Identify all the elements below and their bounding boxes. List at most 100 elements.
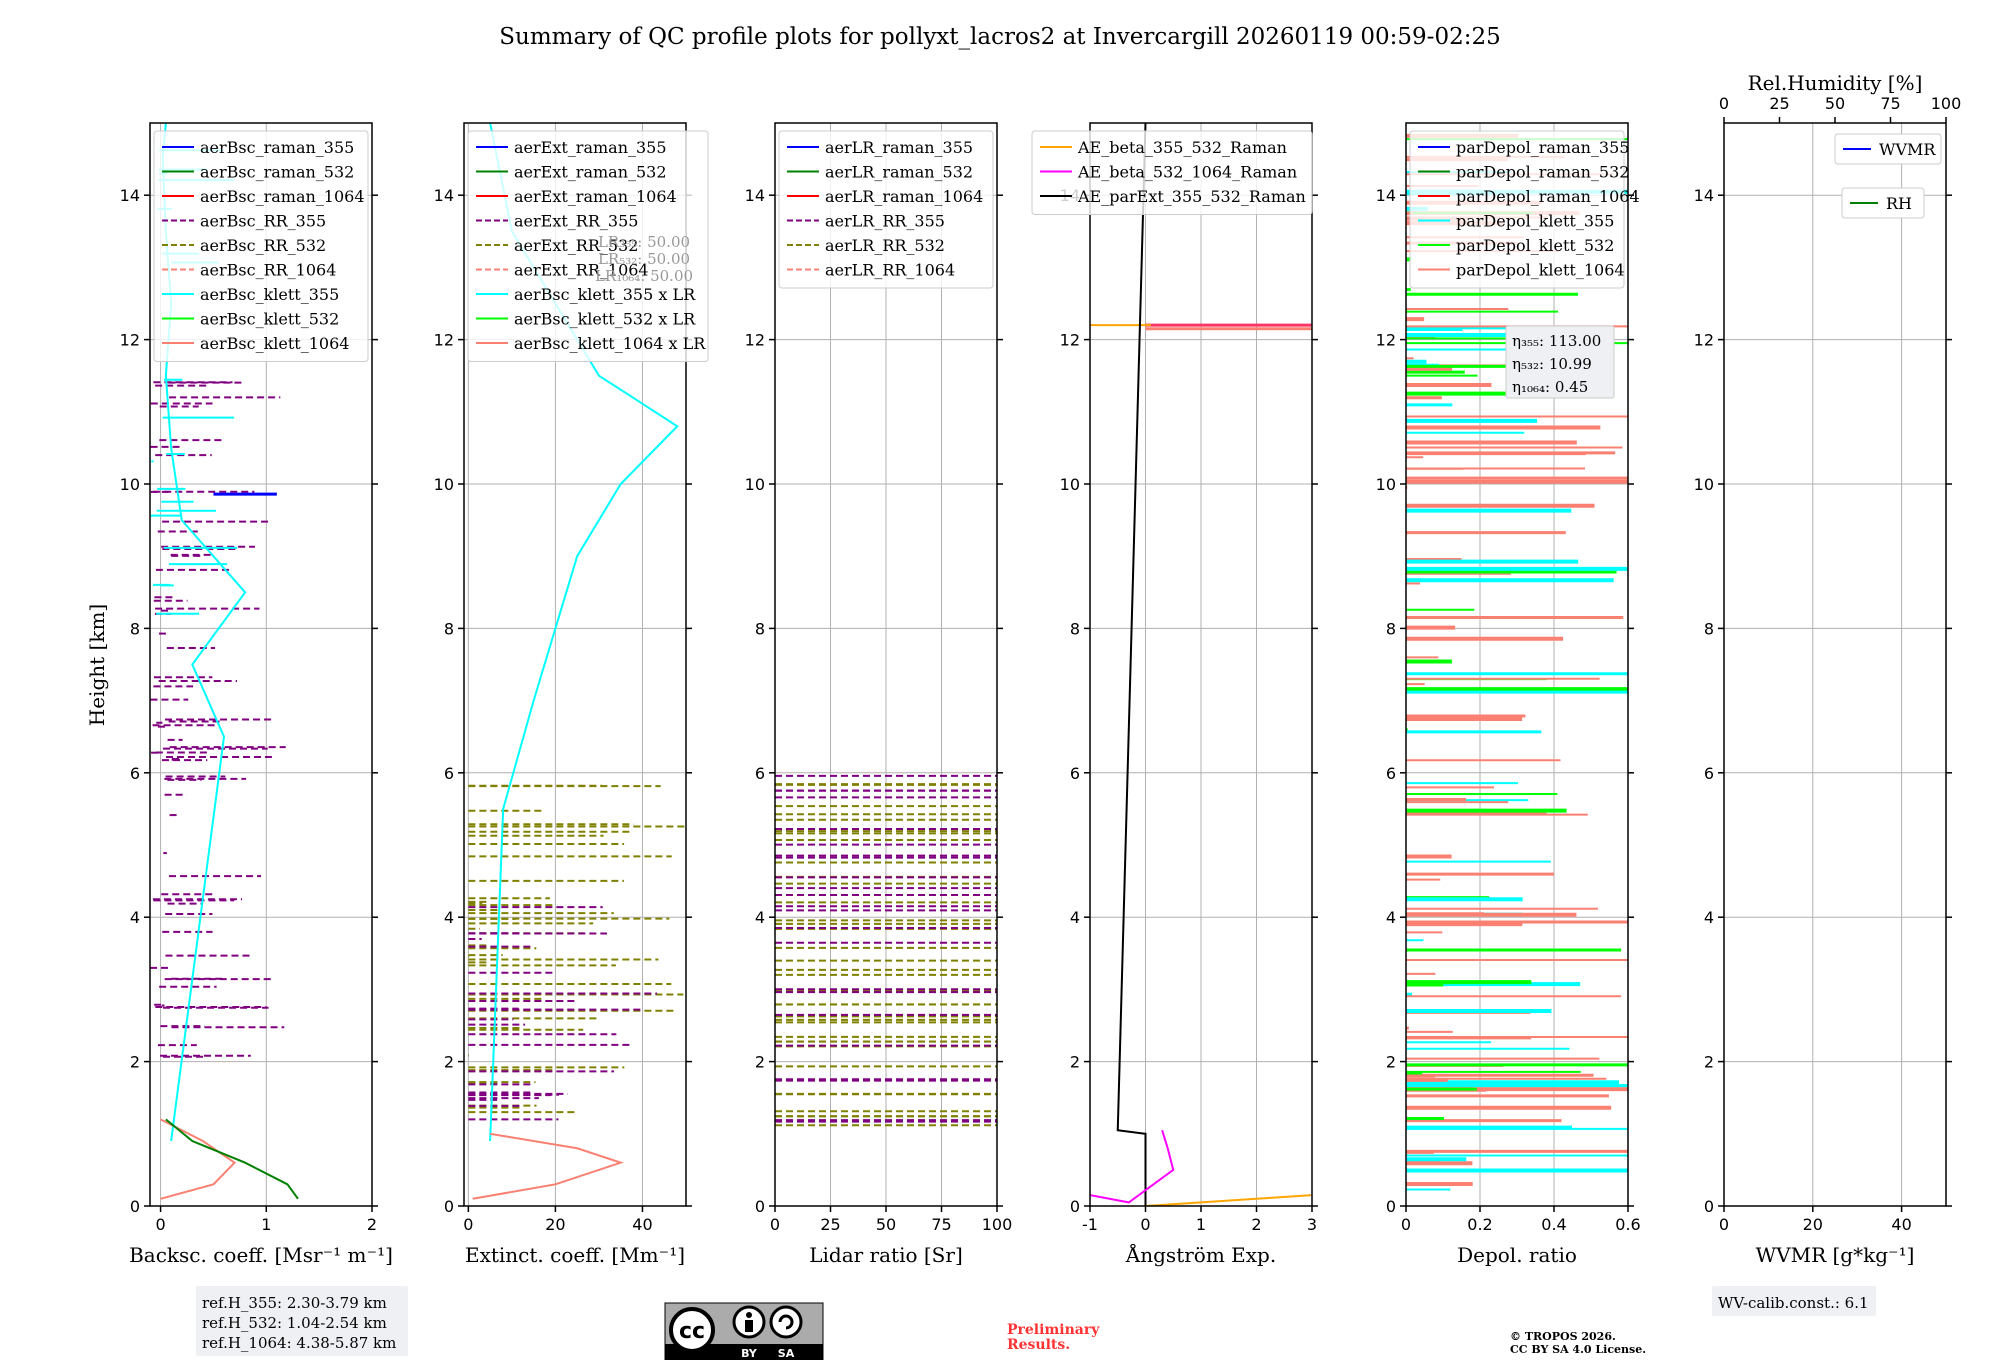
y-tick-label: 8 xyxy=(755,619,765,638)
legend-label: aerExt_raman_1064 xyxy=(514,187,677,206)
legend-label: aerExt_RR_532 xyxy=(514,236,638,255)
legend-label: aerLR_raman_1064 xyxy=(825,187,983,206)
x-axis-label: WVMR [g*kg⁻¹] xyxy=(1756,1243,1915,1267)
copyright-line-2: CC BY SA 4.0 License. xyxy=(1510,1343,1646,1356)
data-area xyxy=(150,123,299,1200)
legend-box xyxy=(153,130,369,362)
eta-label: η₃₅₅: 113.00 xyxy=(1512,332,1601,350)
x-tick-label: 20 xyxy=(545,1215,565,1234)
legend-label: aerLR_RR_355 xyxy=(825,212,945,231)
x-axis-label: Ångström Exp. xyxy=(1125,1242,1276,1267)
y-tick-label: 6 xyxy=(1386,764,1396,783)
x-axis-label: Backsc. coeff. [Msr⁻¹ m⁻¹] xyxy=(129,1243,393,1267)
y-tick-label: 0 xyxy=(755,1197,765,1216)
x-axis-label: Extinct. coeff. [Mm⁻¹] xyxy=(465,1243,685,1267)
legend-label: aerBsc_RR_532 xyxy=(200,236,326,255)
legend-label: aerExt_RR_1064 xyxy=(514,261,649,280)
y-tick-label: 14 xyxy=(1376,186,1396,205)
y-tick-label: 8 xyxy=(130,619,140,638)
legend-box xyxy=(1409,130,1625,289)
y-tick-label: 4 xyxy=(755,908,765,927)
y-tick-label: 10 xyxy=(1376,475,1396,494)
y-tick-label: 0 xyxy=(444,1197,454,1216)
legend-label: AE_beta_532_1064_Raman xyxy=(1077,163,1297,182)
legend-label: AE_parExt_355_532_Raman xyxy=(1077,187,1306,206)
legend-label: aerBsc_klett_532 xyxy=(200,310,339,329)
y-tick-label: 6 xyxy=(1704,764,1714,783)
x-tick-label: 2 xyxy=(367,1215,377,1234)
x-tick-label: 0.2 xyxy=(1467,1215,1492,1234)
y-tick-label: 2 xyxy=(1070,1053,1080,1072)
lr-label: LR₁₀₆₄: 50.00 xyxy=(595,267,693,285)
y-tick-label: 12 xyxy=(1060,331,1080,350)
y-tick-label: 8 xyxy=(444,619,454,638)
annotation-bg xyxy=(196,1286,408,1356)
y-tick-label: 8 xyxy=(1386,619,1396,638)
annotation-bg xyxy=(1712,1286,1876,1316)
y-tick-label: 2 xyxy=(755,1053,765,1072)
top-x-tick-label: 25 xyxy=(1769,94,1789,113)
legend: AE_beta_355_532_Raman AE_beta_532_1064_Ra… xyxy=(1031,130,1313,215)
series-aerBsc_klett_1064 xyxy=(160,1118,237,1200)
y-tick-label: 8 xyxy=(1704,619,1714,638)
series-aerBsc_klett_1064 x LR xyxy=(472,1132,624,1200)
x-axis-label: Lidar ratio [Sr] xyxy=(809,1243,963,1267)
x-tick-label: 20 xyxy=(1803,1215,1823,1234)
y-tick-label: 6 xyxy=(1070,764,1080,783)
legend-label: aerBsc_klett_1064 x LR xyxy=(514,334,706,353)
legend-label: aerExt_raman_355 xyxy=(514,138,667,157)
y-tick-label: 4 xyxy=(1070,908,1080,927)
legend-label: parDepol_raman_355 xyxy=(1456,138,1629,157)
x-axis-label: Depol. ratio xyxy=(1457,1243,1577,1267)
eta-box-bg xyxy=(1505,325,1615,399)
y-tick-label: 6 xyxy=(130,764,140,783)
x-tick-label: 0 xyxy=(770,1215,780,1234)
y-tick-label: 4 xyxy=(1704,908,1714,927)
legend-label: parDepol_klett_1064 xyxy=(1456,261,1625,280)
axes-frame xyxy=(149,122,373,1207)
legend-label: aerBsc_RR_1064 xyxy=(200,261,336,280)
x-tick-label: 1 xyxy=(261,1215,271,1234)
x-tick-label: 75 xyxy=(931,1215,951,1234)
data-area xyxy=(468,123,686,1200)
x-tick-label: -1 xyxy=(1082,1215,1098,1234)
series-aerBsc_raman_532 xyxy=(165,1118,299,1200)
y-tick-label: 6 xyxy=(755,764,765,783)
top-x-tick-label: 0 xyxy=(1719,94,1729,113)
axes-frame xyxy=(463,122,687,1207)
y-tick-label: 10 xyxy=(120,475,140,494)
legend-label: aerBsc_raman_1064 xyxy=(200,187,365,206)
x-tick-label: 0.4 xyxy=(1541,1215,1566,1234)
y-tick-label: 2 xyxy=(130,1053,140,1072)
footer: cc BY SA Preliminary Results. © TROPOS 2… xyxy=(664,1302,1646,1360)
legend-box xyxy=(778,130,994,289)
legend-label: aerBsc_klett_355 x LR xyxy=(514,285,696,304)
x-tick-label: 0.6 xyxy=(1615,1215,1640,1234)
y-tick-label: 14 xyxy=(120,186,140,205)
x-tick-label: 2 xyxy=(1251,1215,1261,1234)
legend-item-wvmr: WVMR xyxy=(1834,133,1942,165)
x-tick-label: 40 xyxy=(632,1215,652,1234)
y-tick-label: 12 xyxy=(434,331,454,350)
legend-label: WVMR xyxy=(1879,140,1936,159)
sa-icon xyxy=(769,1305,803,1339)
y-tick-label: 10 xyxy=(434,475,454,494)
preliminary-line-2: Results. xyxy=(1007,1337,1070,1353)
x-tick-label: 0 xyxy=(155,1215,165,1234)
legend-box xyxy=(467,130,709,362)
legend-label: aerLR_RR_1064 xyxy=(825,261,955,280)
x-tick-label: 0 xyxy=(463,1215,473,1234)
series-AE_beta_355_532_Raman xyxy=(1145,1194,1312,1206)
y-tick-label: 2 xyxy=(1704,1053,1714,1072)
y-tick-label: 12 xyxy=(1694,331,1714,350)
y-tick-label: 10 xyxy=(1060,475,1080,494)
y-tick-label: 2 xyxy=(1386,1053,1396,1072)
legend-label: aerExt_raman_532 xyxy=(514,163,667,182)
chart-title: Summary of QC profile plots for pollyxt_… xyxy=(499,24,1500,50)
legend-label: aerBsc_raman_355 xyxy=(200,138,354,157)
top-x-tick-label: 50 xyxy=(1825,94,1845,113)
y-tick-label: 0 xyxy=(130,1197,140,1216)
